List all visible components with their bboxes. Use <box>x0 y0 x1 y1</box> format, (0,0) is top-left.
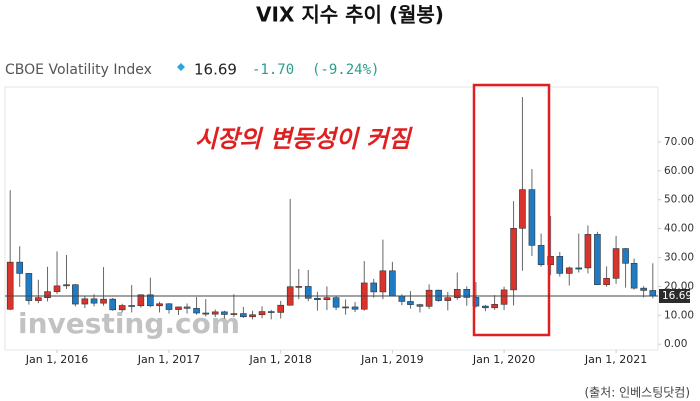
candle-body <box>491 304 498 309</box>
x-tick-label: Jan 1, 2016 <box>25 353 88 366</box>
candle-body <box>277 304 285 313</box>
candle-body <box>53 285 61 292</box>
watermark: investing.com <box>18 307 240 340</box>
y-tick-label: 60.00 <box>664 165 694 177</box>
candle-body <box>407 301 414 305</box>
candle-body <box>389 270 396 297</box>
marks <box>6 97 657 320</box>
candle-body <box>482 305 489 309</box>
candle-body <box>240 313 247 318</box>
candle-body <box>612 248 620 279</box>
instrument-name: CBOE Volatility Index <box>5 62 152 78</box>
candle-body <box>16 261 23 274</box>
candle-body <box>649 290 657 297</box>
y-tick-label: 70.00 <box>664 136 694 148</box>
candle-body <box>584 234 592 269</box>
x-tick-label: Jan 1, 2018 <box>248 353 311 366</box>
source: (출처: 인베스팅닷컴) <box>584 386 690 400</box>
candle-body <box>44 291 51 298</box>
candle-body <box>183 306 191 309</box>
candle-body <box>565 267 573 274</box>
x-tick-label: Jan 1, 2017 <box>137 353 200 366</box>
candle-body <box>575 267 583 270</box>
candle-body <box>137 294 145 307</box>
highlight-box <box>472 83 551 337</box>
candle-body <box>156 303 163 307</box>
candle-body <box>202 312 210 315</box>
candle-body <box>519 189 526 229</box>
candle-body <box>603 278 610 285</box>
candle-body <box>332 297 340 308</box>
candle-body <box>528 189 536 246</box>
plot-frame <box>4 86 659 351</box>
x-tick-label: Jan 1, 2019 <box>360 353 423 366</box>
candle-body <box>258 311 266 316</box>
candle-body <box>425 289 433 307</box>
candle-body <box>295 286 303 288</box>
candle-body <box>444 297 452 301</box>
candle-body <box>370 282 378 293</box>
candle-body <box>435 289 442 301</box>
candle-body <box>6 261 14 310</box>
candle-body <box>267 311 275 313</box>
candle-body <box>463 289 471 298</box>
candle-body <box>547 256 554 266</box>
x-tick-label: Jan 1, 2021 <box>584 353 647 366</box>
candle-body <box>351 306 359 310</box>
candle-body <box>510 228 517 291</box>
candle-body <box>63 284 70 287</box>
candle-body <box>304 286 312 299</box>
candle-body <box>416 304 424 307</box>
candle-body <box>128 305 135 307</box>
candle-body <box>147 294 154 307</box>
candle-body <box>556 256 564 274</box>
candle-body <box>398 295 406 302</box>
candle-body <box>323 297 331 301</box>
candle-body <box>622 248 629 264</box>
status-icon <box>177 63 185 71</box>
candle-body <box>25 273 33 301</box>
candle-body <box>90 298 98 304</box>
y-tick-label: 40.00 <box>664 223 694 235</box>
candle-body <box>81 298 89 305</box>
candle-body <box>118 305 126 311</box>
y-tick-label: 0.00 <box>664 338 687 350</box>
price: 16.69 <box>194 61 237 79</box>
candle-body <box>100 298 107 304</box>
candle-body <box>221 311 228 315</box>
candle-body <box>175 306 182 310</box>
change-percent: (-9.24%) <box>312 62 379 78</box>
candle-body <box>640 287 647 291</box>
last-value-label: 16.69 <box>662 290 692 302</box>
x-tick-label: Jan 1, 2020 <box>472 353 535 366</box>
candle-body <box>314 297 321 301</box>
candle-body <box>594 234 601 285</box>
y-tick-label: 50.00 <box>664 194 694 206</box>
candle-body <box>35 297 42 301</box>
candle-body <box>342 306 349 309</box>
candle-body <box>500 289 508 305</box>
candle-body <box>165 303 173 310</box>
candle-body <box>379 270 387 293</box>
candle-body <box>453 289 461 298</box>
annotation: 시장의 변동성이 커짐 <box>195 125 413 153</box>
change: -1.70 <box>252 62 294 78</box>
candle-body <box>211 311 219 315</box>
candle-body <box>537 245 545 266</box>
y-tick-label: 10.00 <box>664 309 694 321</box>
y-tick-label: 30.00 <box>664 252 694 264</box>
candle-body <box>72 284 79 305</box>
candle-body <box>249 314 256 318</box>
candle-body <box>193 308 200 314</box>
last-value-tag <box>659 288 690 303</box>
chart-title: VIX 지수 추이 (월봉) <box>256 3 444 27</box>
candle-body <box>630 262 638 289</box>
candle-body <box>230 313 238 315</box>
candle-body <box>109 298 117 311</box>
